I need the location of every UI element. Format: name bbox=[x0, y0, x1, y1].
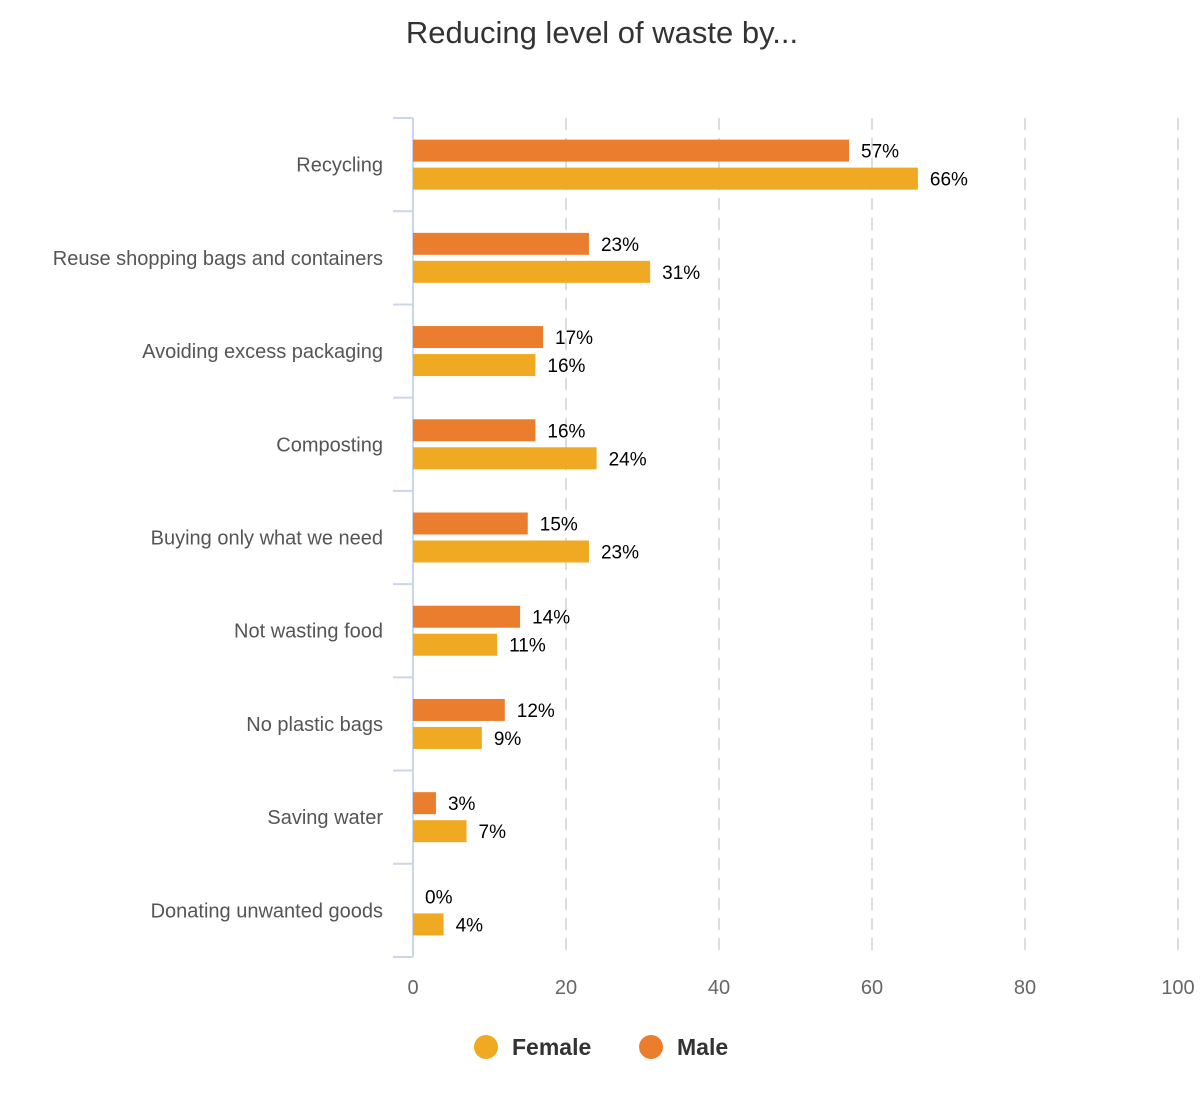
bar-male bbox=[413, 326, 544, 349]
chart-title: Reducing level of waste by... bbox=[406, 15, 798, 50]
x-tick-labels: 0 20 40 60 80 100 bbox=[407, 977, 1194, 999]
bar-male bbox=[413, 419, 536, 442]
category-axis bbox=[393, 117, 414, 958]
data-label-male: 3% bbox=[448, 794, 476, 815]
data-label-male: 23% bbox=[601, 235, 639, 256]
data-label-female: 9% bbox=[494, 729, 522, 750]
data-labels: 57% 66% 23% 31% 17% 16% 16% 24% 15% 23% 14% 11% 12% 9… bbox=[425, 142, 968, 937]
bar-female bbox=[413, 167, 918, 190]
bar-female bbox=[413, 820, 467, 843]
category-label: Avoiding excess packaging bbox=[142, 341, 383, 363]
data-label-male: 14% bbox=[532, 608, 570, 629]
bar-female bbox=[413, 726, 482, 749]
data-label-female: 24% bbox=[609, 449, 647, 470]
data-label-female: 7% bbox=[479, 822, 507, 843]
data-label-male: 0% bbox=[425, 887, 453, 908]
x-tick-label: 100 bbox=[1161, 977, 1194, 999]
data-label-male: 16% bbox=[547, 421, 585, 442]
x-tick-label: 60 bbox=[861, 977, 883, 999]
bar-male bbox=[413, 232, 589, 255]
category-labels: Recycling Reuse shopping bags and contain… bbox=[53, 155, 384, 923]
bar-female bbox=[413, 447, 597, 470]
legend-marker-female bbox=[474, 1035, 498, 1059]
data-label-female: 16% bbox=[547, 356, 585, 377]
bar-male bbox=[413, 698, 505, 721]
bar-male bbox=[413, 512, 528, 535]
category-label: Buying only what we need bbox=[151, 528, 383, 550]
bars bbox=[413, 139, 918, 936]
data-label-female: 66% bbox=[930, 170, 968, 191]
category-label: Reuse shopping bags and containers bbox=[53, 248, 383, 270]
bar-female bbox=[413, 913, 444, 936]
x-tick-label: 0 bbox=[407, 977, 418, 999]
legend-label-male: Male bbox=[677, 1034, 728, 1060]
data-label-male: 12% bbox=[517, 701, 555, 722]
data-label-male: 15% bbox=[540, 515, 578, 536]
data-label-female: 31% bbox=[662, 263, 700, 284]
category-label: Saving water bbox=[267, 807, 383, 829]
data-label-male: 17% bbox=[555, 328, 593, 349]
category-label: Recycling bbox=[296, 155, 383, 177]
category-label: No plastic bags bbox=[246, 714, 383, 736]
bar-female bbox=[413, 540, 589, 563]
x-tick-label: 20 bbox=[555, 977, 577, 999]
bar-female bbox=[413, 633, 498, 656]
data-label-female: 11% bbox=[509, 636, 546, 657]
legend-marker-male bbox=[639, 1035, 663, 1059]
gridlines bbox=[565, 118, 1179, 957]
bar-female bbox=[413, 354, 536, 377]
bar-female bbox=[413, 260, 651, 283]
data-label-male: 57% bbox=[861, 142, 899, 163]
data-label-female: 4% bbox=[456, 915, 484, 936]
x-tick-label: 80 bbox=[1014, 977, 1036, 999]
category-label: Not wasting food bbox=[234, 621, 383, 643]
data-label-female: 23% bbox=[601, 543, 639, 564]
x-tick-label: 40 bbox=[708, 977, 730, 999]
bar-male bbox=[413, 139, 850, 162]
category-label: Donating unwanted goods bbox=[151, 900, 383, 922]
legend-label-female: Female bbox=[512, 1034, 591, 1060]
bar-male bbox=[413, 792, 436, 815]
bar-male bbox=[413, 605, 521, 628]
category-label: Composting bbox=[276, 434, 383, 456]
legend: Female Male bbox=[474, 1034, 728, 1060]
